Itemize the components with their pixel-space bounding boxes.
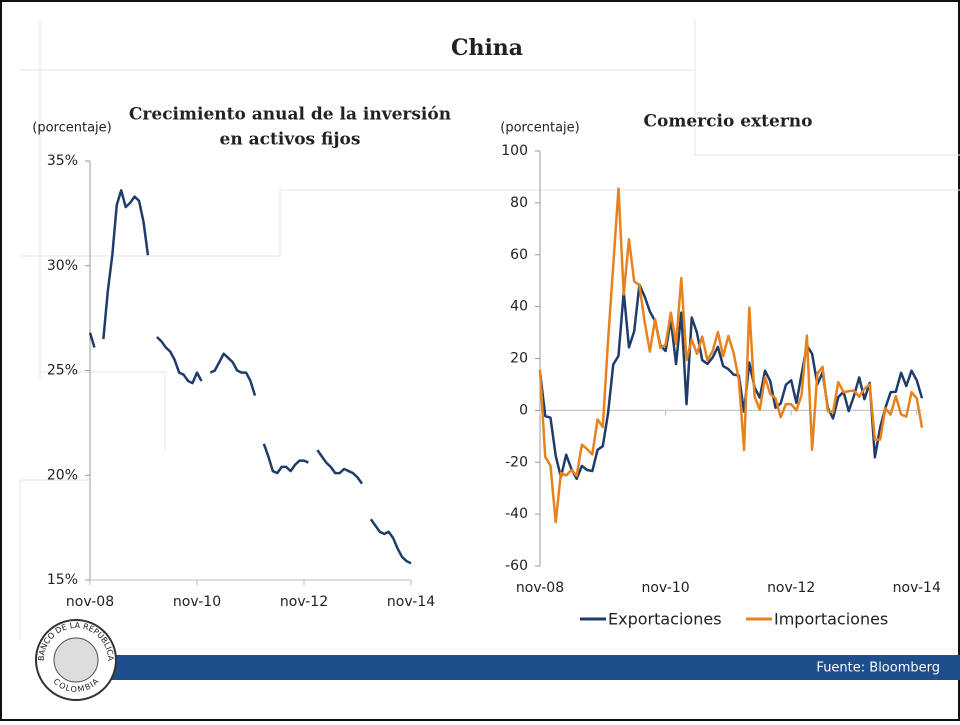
y-tick-label: 100: [501, 143, 528, 159]
footer-band: [90, 655, 960, 680]
source: Fuente: Bloomberg: [816, 661, 940, 676]
x-tick-label: nov-10: [173, 594, 221, 610]
chart-title: Crecimiento anual de la inversión: [129, 105, 451, 125]
y-tick-label: -20: [505, 454, 528, 470]
y-tick-label: -60: [505, 558, 528, 574]
y-tick-label: 20%: [47, 467, 78, 483]
y-axis-label: (porcentaje): [500, 121, 579, 136]
y-tick-label: 35%: [47, 153, 78, 169]
x-tick-label: nov-12: [767, 580, 815, 596]
x-tick-label: nov-14: [387, 594, 435, 610]
chart-title: Comercio externo: [644, 112, 813, 132]
y-tick-label: 25%: [47, 363, 78, 379]
chart-title: en activos fijos: [220, 130, 361, 150]
series-line: [538, 283, 924, 481]
x-tick-label: nov-08: [516, 580, 564, 596]
background-lines: [19, 20, 960, 640]
y-tick-label: 80: [510, 195, 528, 211]
x-tick-label: nov-08: [66, 594, 114, 610]
y-tick-label: -40: [505, 506, 528, 522]
legend-label: Exportaciones: [608, 610, 722, 629]
x-tick-label: nov-10: [641, 580, 689, 596]
series-line: [538, 187, 924, 524]
x-tick-label: nov-12: [280, 594, 328, 610]
y-axis-label: (porcentaje): [32, 121, 111, 136]
y-tick-label: 0: [519, 402, 528, 418]
y-tick-label: 20: [510, 351, 528, 367]
slide-title: China: [451, 35, 523, 61]
legend-label: Importaciones: [774, 610, 888, 629]
x-tick-label: nov-14: [893, 580, 941, 596]
series-line: [88, 189, 412, 565]
y-tick-label: 15%: [47, 572, 78, 588]
y-tick-label: 30%: [47, 258, 78, 274]
y-tick-label: 40: [510, 299, 528, 315]
logo: BANCO DE LA REPÚBLICA COLOMBIA: [35, 619, 117, 701]
y-tick-label: 60: [510, 247, 528, 263]
